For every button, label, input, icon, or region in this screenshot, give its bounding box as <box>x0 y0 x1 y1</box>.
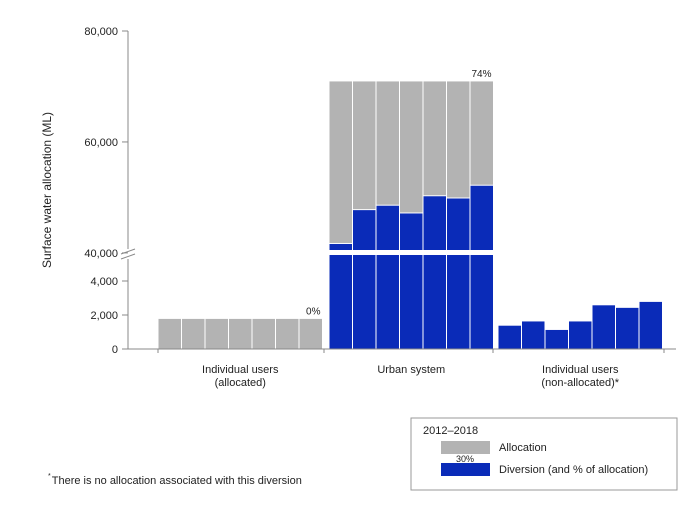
footnote-text: There is no allocation associated with t… <box>51 475 302 487</box>
allocation-bar <box>204 317 229 350</box>
allocation-bar <box>298 317 323 350</box>
y-tick-label: 4,000 <box>90 276 118 288</box>
diversion-bar <box>422 195 447 350</box>
diversion-bar <box>591 304 616 350</box>
percent-label: 0% <box>306 306 321 317</box>
legend-title: 2012–2018 <box>423 425 478 437</box>
diversion-bar <box>568 320 593 350</box>
y-tick-label: 60,000 <box>84 137 118 149</box>
y-tick-label: 2,000 <box>90 310 118 322</box>
allocation-bar <box>275 317 300 350</box>
footnote-marker: * <box>48 473 51 480</box>
category-label: Urban system <box>377 364 445 376</box>
category-label: Individual users <box>202 364 279 376</box>
axis-break-gap <box>120 250 680 255</box>
diversion-bar <box>638 300 663 350</box>
percent-label: 74% <box>471 69 491 80</box>
category-label: (allocated) <box>215 377 266 389</box>
legend: 2012–2018 Allocation 30% Diversion (and % o… <box>410 417 678 491</box>
diversion-bar <box>375 204 400 350</box>
y-tick-label: 0 <box>112 344 118 356</box>
legend-item-label: Allocation <box>499 442 547 454</box>
diversion-bar <box>544 328 569 350</box>
labels-layer: 0%Individual users(allocated)74%Urban sy… <box>202 69 620 389</box>
allocation-bar <box>228 317 253 350</box>
legend-item-label: Diversion (and % of allocation) <box>499 464 648 476</box>
allocation-bar <box>251 317 276 350</box>
diversion-bar <box>446 197 471 350</box>
allocation-bar <box>181 317 206 350</box>
axis-break-mark <box>120 253 136 260</box>
diversion-bar <box>521 320 546 350</box>
bars-layer <box>157 80 663 350</box>
category-label: Individual users <box>542 364 619 376</box>
y-tick-label: 40,000 <box>84 248 118 260</box>
diversion-bar <box>469 184 494 350</box>
allocation-bar <box>157 317 182 350</box>
legend-sample-label: 30% <box>456 454 474 464</box>
legend-swatch <box>441 463 490 476</box>
diversion-bar <box>328 242 353 350</box>
axes-layer: 0 2,000 4,000 40,000 60,000 80,000 Surface wat… <box>40 26 680 356</box>
diversion-bar <box>615 306 640 350</box>
legend-swatch <box>441 441 490 454</box>
diversion-bar <box>399 212 424 350</box>
y-axis-label: Surface water allocation (ML) <box>40 112 54 268</box>
footnote: *There is no allocation associated with … <box>48 473 302 487</box>
y-tick-label: 80,000 <box>84 26 118 38</box>
category-label: (non-allocated)* <box>541 377 619 389</box>
diversion-bar <box>352 209 377 350</box>
diversion-bar <box>497 324 522 350</box>
